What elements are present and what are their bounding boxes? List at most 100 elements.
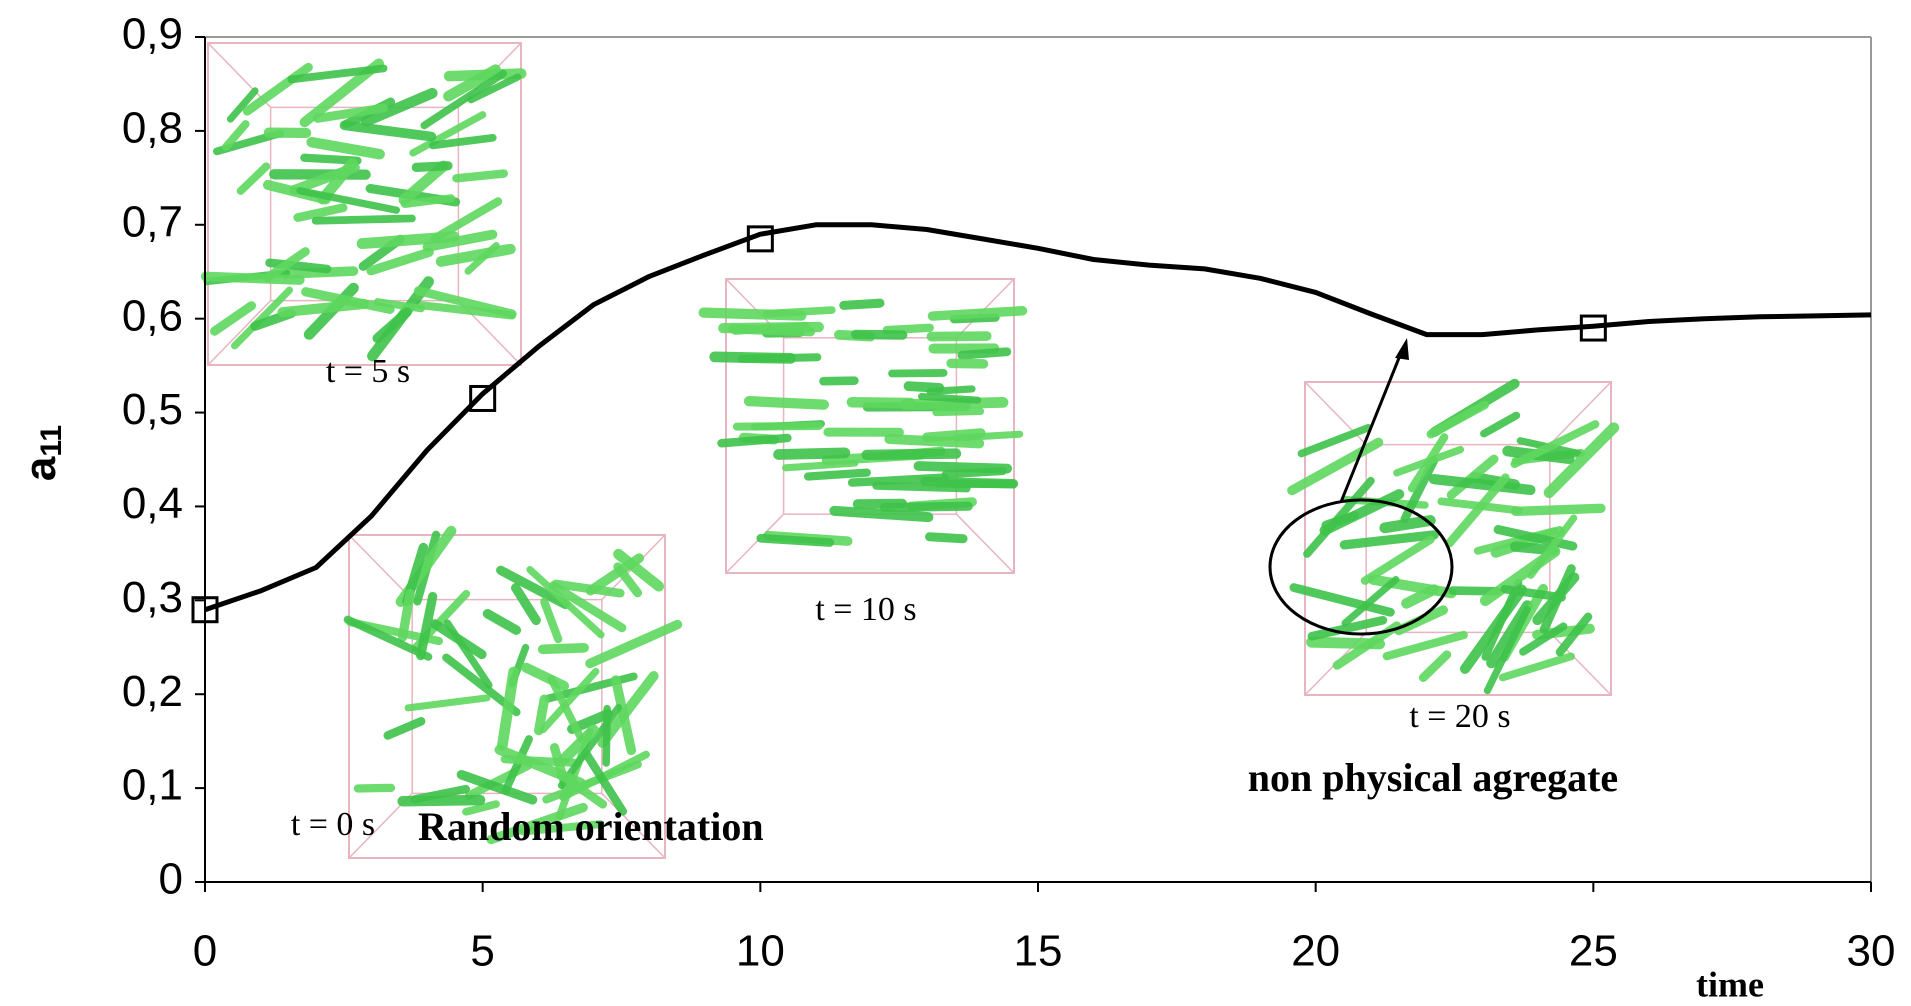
inset-edge <box>207 300 272 366</box>
fiber <box>1500 584 1566 602</box>
fiber <box>494 744 586 788</box>
annotation: t = 20 s <box>1409 698 1510 735</box>
fiber <box>1445 473 1510 548</box>
y-tick-label: 0,7 <box>122 197 183 246</box>
y-axis-label-base: a <box>16 456 65 481</box>
fiber <box>613 548 665 592</box>
fiber <box>1428 474 1536 496</box>
fiber <box>803 468 871 481</box>
fiber <box>497 666 520 751</box>
fiber <box>313 103 388 123</box>
x-tick-label: 0 <box>193 927 217 976</box>
fiber <box>773 447 851 460</box>
fiber <box>496 565 570 610</box>
fiber-inset <box>698 278 1028 574</box>
fiber <box>1321 511 1359 530</box>
fiber <box>398 160 449 206</box>
fiber <box>482 608 522 635</box>
y-tick-label: 0,3 <box>122 573 183 622</box>
fiber <box>231 286 294 350</box>
y-axis-label: a11 <box>16 425 68 481</box>
fiber <box>1510 503 1606 517</box>
x-tick-label: 20 <box>1291 927 1340 976</box>
fiber <box>946 358 989 369</box>
fiber <box>236 162 271 195</box>
fiber <box>537 642 589 655</box>
fiber <box>542 760 642 804</box>
fiber-inset <box>200 42 527 366</box>
fiber <box>1307 615 1388 641</box>
fiber <box>888 369 948 378</box>
x-tick-label: 15 <box>1014 927 1063 976</box>
fiber <box>819 376 859 386</box>
fiber <box>372 307 412 344</box>
fiber <box>611 675 637 756</box>
fiber <box>356 231 460 250</box>
fiber <box>602 704 611 767</box>
fiber <box>829 505 934 523</box>
fiber <box>521 662 569 691</box>
fiber <box>1382 630 1468 661</box>
fiber <box>920 476 1019 489</box>
fiber <box>861 448 962 461</box>
fiber <box>932 407 985 417</box>
fiber <box>1287 437 1384 496</box>
fiber <box>1426 400 1489 439</box>
fiber <box>277 298 369 318</box>
fiber <box>430 619 487 660</box>
fiber <box>221 120 250 151</box>
fiber <box>718 321 824 334</box>
fiber <box>884 433 985 449</box>
fiber <box>486 802 588 845</box>
fiber <box>361 87 438 127</box>
fiber <box>311 214 416 225</box>
inset-edge <box>955 513 1015 574</box>
fiber <box>534 694 550 736</box>
fiber <box>353 783 396 793</box>
fiber <box>262 247 310 283</box>
fiber <box>540 597 563 644</box>
y-tick-label: 0,5 <box>122 385 183 434</box>
fiber <box>547 675 586 744</box>
fiber <box>1459 584 1527 674</box>
fiber <box>957 347 1012 360</box>
arrow-shaft <box>1339 352 1403 503</box>
square-marker <box>191 596 219 624</box>
fiber <box>851 329 908 340</box>
x-axis-label: time <box>1696 964 1764 1004</box>
fiber <box>343 615 433 661</box>
fiber <box>422 229 498 252</box>
insets <box>200 42 1620 859</box>
fiber <box>872 481 971 493</box>
fiber <box>1510 420 1600 469</box>
fiber <box>200 271 305 285</box>
fiber <box>743 396 830 410</box>
fiber <box>1360 535 1435 585</box>
annotation: t = 10 s <box>815 591 916 628</box>
y-tick-label: 0,4 <box>122 479 183 528</box>
fiber-inset <box>343 525 683 859</box>
fiber <box>585 619 683 669</box>
fiber <box>443 68 527 82</box>
fiber <box>879 501 973 513</box>
fiber <box>397 589 415 642</box>
fiber <box>373 298 425 313</box>
fiber <box>456 769 538 805</box>
fiber <box>551 579 625 598</box>
y-tick-label: 0,2 <box>122 667 183 716</box>
annotation: Random orientation <box>418 804 764 849</box>
arrow-head <box>1395 338 1409 360</box>
annotation: t = 0 s <box>291 806 375 843</box>
fiber <box>927 306 1028 321</box>
inset-edge <box>348 534 413 601</box>
y-tick-label: 0 <box>159 855 183 904</box>
fiber <box>539 667 600 734</box>
fiber <box>756 533 835 547</box>
x-tick-label: 5 <box>470 927 494 976</box>
fiber <box>526 566 605 639</box>
fiber <box>400 194 456 208</box>
y-tick-label: 0,8 <box>122 104 183 153</box>
fiber <box>210 301 257 336</box>
